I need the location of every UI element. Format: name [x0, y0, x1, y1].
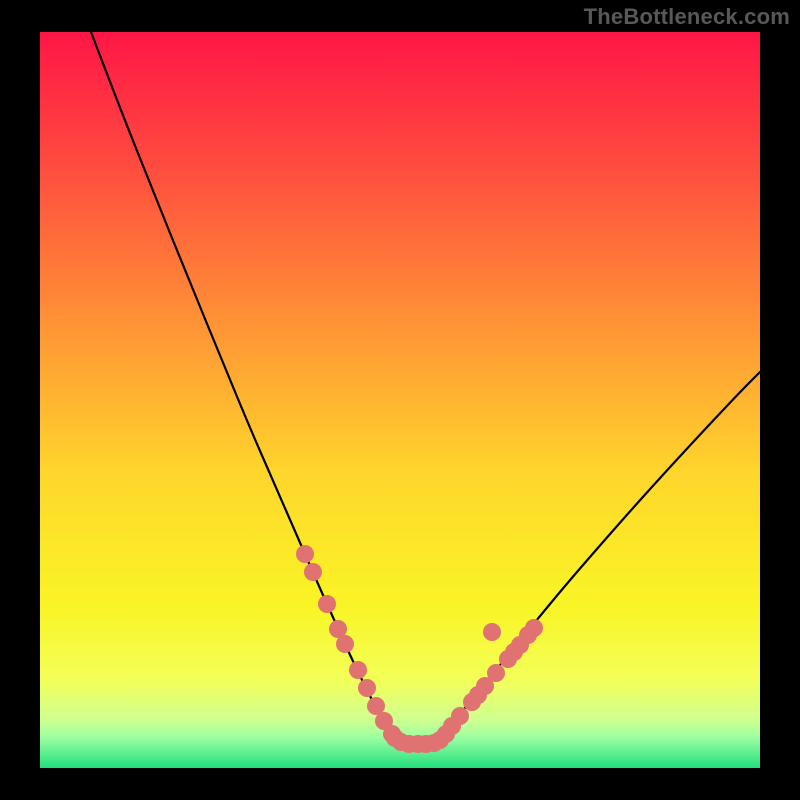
data-marker: [349, 661, 367, 679]
data-markers: [296, 545, 543, 753]
data-marker: [318, 595, 336, 613]
plot-area: [40, 32, 760, 768]
data-marker: [358, 679, 376, 697]
curve-overlay: [40, 32, 760, 768]
data-marker: [451, 707, 469, 725]
bottleneck-curve: [91, 32, 395, 738]
chart-container: TheBottleneck.com: [0, 0, 800, 800]
data-marker: [296, 545, 314, 563]
watermark-text: TheBottleneck.com: [584, 4, 790, 30]
data-marker: [304, 563, 322, 581]
data-marker: [483, 623, 501, 641]
data-marker: [336, 635, 354, 653]
data-marker: [525, 619, 543, 637]
data-marker: [487, 664, 505, 682]
